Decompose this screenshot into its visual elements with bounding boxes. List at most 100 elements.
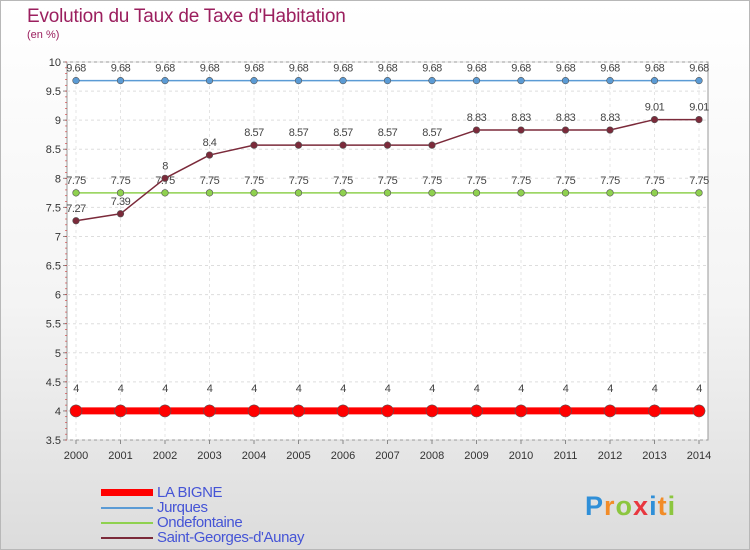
legend-label: Jurques — [157, 499, 208, 516]
data-label: 8.57 — [244, 127, 264, 139]
series-jurques: 9.68 9.68 9.68 9.68 9.68 9.68 9.68 9.68 9.68 9.68… — [66, 63, 710, 85]
data-label: 7.75 — [333, 175, 353, 187]
y-tick-label: 9.5 — [46, 86, 61, 98]
data-point — [472, 189, 481, 197]
data-point — [205, 151, 214, 159]
data-point — [205, 189, 214, 197]
data-point — [650, 189, 659, 197]
logo-letter: P — [585, 491, 605, 521]
data-label: 9.68 — [467, 63, 487, 75]
data-label: 7.39 — [111, 196, 131, 208]
logo-letter: t — [657, 491, 668, 521]
data-label: 7.75 — [556, 175, 576, 187]
legend-swatch — [101, 507, 153, 509]
data-label: 9.68 — [645, 63, 665, 75]
data-label: 7.75 — [600, 175, 620, 187]
data-point — [650, 115, 659, 124]
x-tick-label: 2010 — [509, 450, 533, 462]
logo-letter: x — [633, 491, 650, 521]
legend-swatch — [101, 489, 153, 496]
data-label: 4 — [607, 383, 613, 395]
data-label: 8.83 — [467, 112, 487, 124]
data-point — [561, 77, 570, 85]
data-point — [606, 189, 614, 197]
data-label: 4 — [696, 383, 702, 395]
series-la-bigne: 4 4 4 4 4 4 4 4 4 4 4 4 4 4 4 — [69, 383, 706, 418]
data-point — [72, 189, 80, 197]
data-label: 7.75 — [378, 175, 398, 187]
data-point — [72, 77, 80, 85]
data-label: 9.68 — [200, 63, 220, 75]
y-tick-label: 6 — [55, 290, 61, 302]
data-point — [695, 77, 703, 85]
data-label: 8.57 — [289, 127, 309, 139]
data-point — [383, 141, 392, 149]
data-point — [292, 404, 305, 418]
y-tick-label: 5 — [55, 348, 61, 360]
data-label: 9.68 — [289, 63, 309, 75]
data-point — [561, 126, 570, 134]
data-point — [648, 404, 661, 418]
data-label: 9.68 — [556, 63, 576, 75]
data-point — [116, 77, 125, 85]
data-point — [69, 404, 83, 418]
data-label: 8.83 — [511, 112, 531, 124]
data-point — [250, 141, 258, 149]
data-point — [161, 174, 169, 182]
data-point — [472, 77, 481, 85]
data-label: 9.68 — [333, 63, 353, 75]
data-label: 7.27 — [66, 203, 86, 215]
data-point — [517, 126, 525, 134]
data-label: 8.4 — [203, 137, 217, 149]
x-tick-label: 2005 — [286, 450, 310, 462]
data-point — [294, 189, 303, 197]
series-ondefontaine: 7.75 7.75 7.75 7.75 7.75 7.75 7.75 7.75 7.75 7.75… — [66, 175, 710, 197]
data-label: 7.75 — [66, 175, 86, 187]
data-label: 7.75 — [244, 175, 264, 187]
chart-unit-label: (en %) — [27, 29, 60, 41]
data-point — [428, 189, 436, 197]
data-label: 9.68 — [244, 63, 264, 75]
data-label: 4 — [118, 383, 124, 395]
data-point — [603, 404, 617, 418]
data-label: 7.75 — [422, 175, 442, 187]
y-tick-label: 7.5 — [46, 202, 61, 214]
data-label: 4 — [652, 383, 658, 395]
data-label: 9.68 — [378, 63, 398, 75]
data-label: 9.68 — [155, 63, 175, 75]
data-label: 8.57 — [422, 127, 442, 139]
data-label: 4 — [563, 383, 569, 395]
proxiti-logo: Proxiti — [585, 491, 676, 522]
data-label: 9.01 — [645, 102, 665, 114]
data-label: 9.68 — [511, 63, 531, 75]
data-point — [203, 404, 216, 418]
y-tick-label: 7 — [55, 231, 61, 243]
data-label: 7.75 — [689, 175, 709, 187]
data-label: 4 — [251, 383, 257, 395]
data-point — [114, 404, 127, 418]
data-point — [517, 77, 525, 85]
data-point — [695, 189, 703, 197]
data-label: 9.01 — [689, 102, 709, 114]
legend-swatch — [101, 522, 153, 524]
x-tick-label: 2007 — [375, 450, 399, 462]
legend-label: LA BIGNE — [157, 484, 223, 501]
chart-title: Evolution du Taux de Taxe d'Habitation — [27, 6, 346, 27]
data-label: 7.75 — [467, 175, 487, 187]
x-tick-label: 2013 — [642, 450, 666, 462]
data-label: 4 — [296, 383, 302, 395]
data-point — [561, 189, 570, 197]
data-label: 4 — [73, 383, 79, 395]
data-point — [381, 404, 394, 418]
legend-label: Ondefontaine — [157, 514, 243, 531]
data-point — [116, 189, 125, 197]
data-point — [472, 126, 481, 134]
y-tick-label: 4.5 — [46, 377, 61, 389]
data-point — [250, 189, 258, 197]
data-point — [559, 404, 572, 418]
data-label: 8.57 — [378, 127, 398, 139]
data-label: 9.68 — [600, 63, 620, 75]
data-point — [161, 189, 169, 197]
